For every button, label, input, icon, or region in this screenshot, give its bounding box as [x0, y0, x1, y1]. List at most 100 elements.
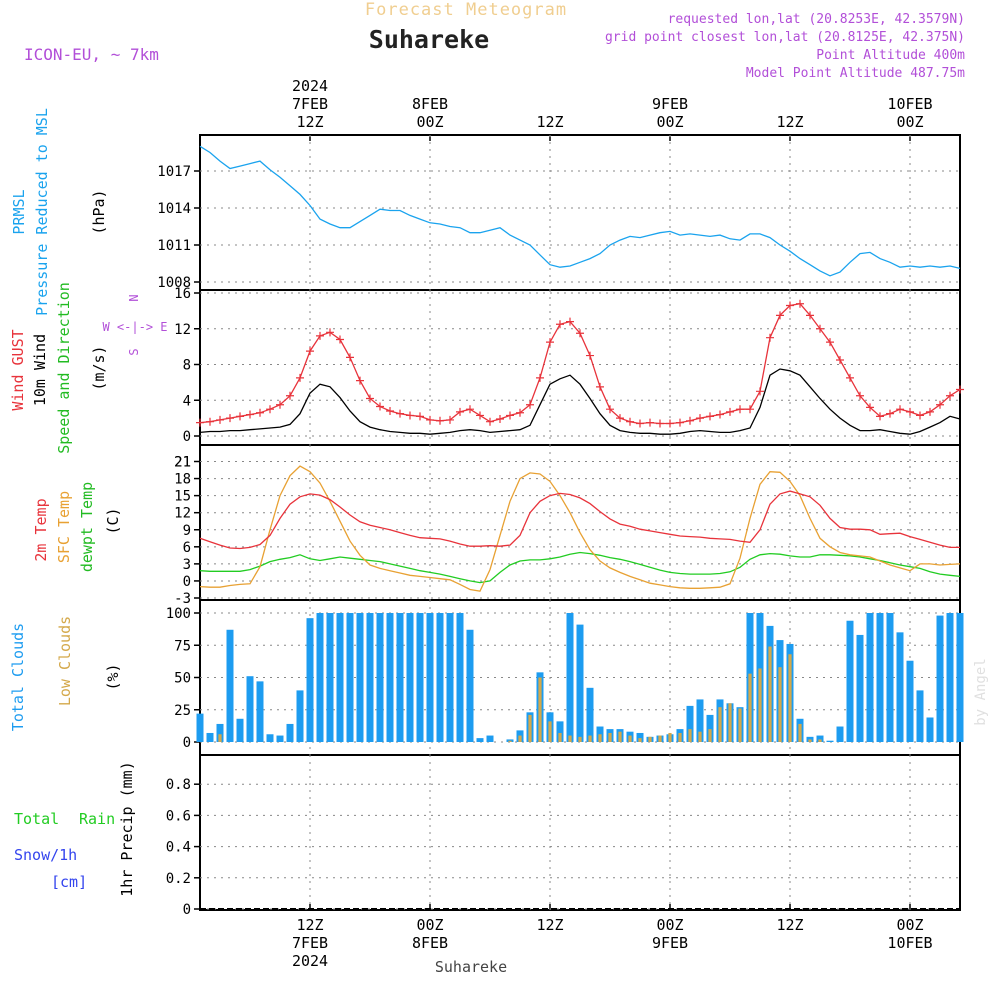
wind-gust-marker	[926, 407, 934, 416]
total-cloud-bar	[486, 735, 494, 742]
wind-gust-marker	[386, 406, 394, 415]
data-marks	[196, 145, 964, 910]
low-cloud-bar	[658, 735, 662, 742]
bottom-date-label: 8FEB	[412, 934, 448, 952]
bottom-date-label: 9FEB	[652, 934, 688, 952]
wind-gust-marker	[316, 331, 324, 340]
total-cloud-bar	[706, 714, 714, 742]
wind-gust-marker	[776, 311, 784, 320]
low-cloud-bar	[668, 732, 672, 742]
total-cloud-bar	[326, 613, 334, 742]
low-cloud-bar	[598, 734, 602, 742]
low-cloud-bar	[588, 735, 592, 742]
total-cloud-bar	[336, 613, 344, 742]
point-altitude: Point Altitude 400m	[816, 48, 965, 63]
wind-speed-line	[199, 368, 961, 435]
label-percent: (%)	[104, 663, 122, 690]
wind-gust-marker	[546, 338, 554, 347]
total-cloud-bar	[956, 613, 964, 742]
total-cloud-bar	[366, 613, 374, 742]
total-cloud-bar	[826, 740, 834, 742]
total-cloud-bar	[856, 634, 864, 742]
y-tick-label: 12	[174, 506, 191, 522]
wind-gust-marker	[506, 411, 514, 420]
wind-gust-marker	[306, 347, 314, 356]
y-tick-label: 0	[183, 429, 191, 445]
bottom-date-label: 7FEB	[292, 934, 328, 952]
top-date-label: 10FEB	[887, 95, 932, 113]
wind-gust-marker	[376, 402, 384, 411]
y-tick-label: 50	[174, 671, 191, 687]
top-hour-label: 12Z	[536, 113, 563, 131]
wind-gust-marker	[856, 391, 864, 400]
y-tick-label: 21	[174, 455, 191, 471]
y-tick-label: 21	[174, 455, 191, 471]
temperature-panel	[199, 444, 961, 601]
label-total-clouds: Total Clouds	[9, 623, 27, 731]
y-tick-label: 0	[183, 902, 191, 918]
total-cloud-bar	[696, 699, 704, 742]
wind-gust-marker	[366, 394, 374, 403]
wind-gust-marker	[536, 373, 544, 382]
total-cloud-bar	[446, 613, 454, 742]
low-cloud-bar	[518, 735, 522, 742]
wind-gust-marker	[616, 414, 624, 423]
y-tick-label: 0.2	[166, 871, 191, 887]
total-cloud-bar	[276, 735, 284, 742]
total-cloud-bar	[686, 705, 694, 742]
top-hour-label: 00Z	[656, 113, 683, 131]
y-tick-label: 12	[174, 322, 191, 338]
label-10m-wind: 10m Wind	[31, 334, 49, 406]
low-cloud-bar	[708, 729, 712, 742]
total-cloud-bar	[386, 613, 394, 742]
total-cloud-bar	[466, 629, 474, 742]
total-cloud-bar	[456, 613, 464, 742]
total-cloud-bar	[316, 613, 324, 742]
wind-gust-marker	[556, 320, 564, 329]
total-cloud-bar	[406, 613, 414, 742]
y-tick-label: 1014	[157, 201, 191, 217]
y-tick-label: 18	[174, 472, 191, 488]
wind-gust-marker	[446, 415, 454, 424]
label-total: Total	[14, 810, 59, 828]
wind-gust-marker	[736, 405, 744, 414]
wind-gust-marker	[286, 391, 294, 400]
low-cloud-bar	[618, 731, 622, 742]
wind-gust-marker	[626, 417, 634, 426]
label-snow-cm: [cm]	[51, 873, 87, 891]
wind-gust-marker	[266, 405, 274, 414]
surface-temp-line	[199, 465, 961, 592]
top-hour-label: 12Z	[296, 113, 323, 131]
y-tick-label: 16	[174, 286, 191, 302]
total-cloud-bar	[196, 713, 204, 742]
bottom-hour-label: 12Z	[776, 916, 803, 934]
low-cloud-bar	[678, 732, 682, 742]
total-cloud-bar	[816, 735, 824, 742]
wind-gust-marker	[716, 410, 724, 419]
total-cloud-bar	[876, 613, 884, 742]
wind-gust-marker	[766, 333, 774, 342]
low-cloud-bar	[778, 667, 782, 742]
low-cloud-bar	[698, 731, 702, 742]
total-cloud-bar	[226, 629, 234, 742]
y-tick-label: 8	[183, 358, 191, 374]
wind-gust-marker	[796, 299, 804, 308]
top-date-label: 9FEB	[652, 95, 688, 113]
label-speed-direction: Speed and Direction	[55, 282, 73, 454]
wind-gust-marker	[726, 407, 734, 416]
wind-gust-marker	[586, 351, 594, 360]
y-tick-label: 75	[174, 638, 191, 654]
y-tick-label: 0.6	[166, 808, 191, 824]
low-cloud-bar	[728, 703, 732, 742]
wind-gust-marker	[676, 418, 684, 427]
total-cloud-bar	[926, 717, 934, 742]
wind-gust-marker	[496, 415, 504, 424]
wind-gust-marker	[526, 400, 534, 409]
total-cloud-bar	[506, 739, 514, 742]
wind-gust-marker	[516, 408, 524, 417]
low-cloud-bar	[608, 732, 612, 742]
wind-gust-marker	[956, 385, 964, 394]
y-tick-label: 0.4	[166, 840, 191, 856]
wind-gust-marker	[876, 412, 884, 421]
